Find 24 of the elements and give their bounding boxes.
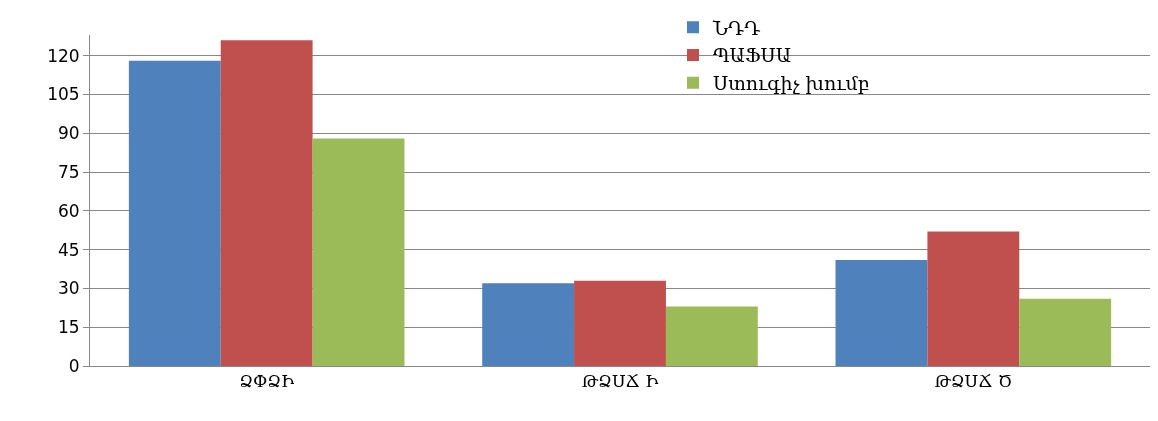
bar bbox=[482, 283, 575, 366]
legend-label: Ստուգիչ խումբ bbox=[713, 72, 870, 95]
y-tick-label: 15 bbox=[57, 317, 80, 338]
bar bbox=[128, 60, 221, 366]
legend-label: ՆԴԴ bbox=[712, 16, 762, 39]
bar bbox=[574, 280, 666, 366]
y-tick-label: 90 bbox=[57, 123, 80, 144]
bar bbox=[927, 231, 1020, 366]
y-tick-label: 120 bbox=[47, 45, 80, 66]
x-tick-label: ԹՁՍՃ Ի bbox=[581, 371, 659, 392]
bar bbox=[312, 138, 405, 366]
y-tick-label: 0 bbox=[68, 355, 80, 376]
legend-label: ՊԱՖՍԱ bbox=[713, 44, 792, 67]
bar bbox=[220, 40, 313, 366]
y-tick-label: 60 bbox=[57, 200, 80, 221]
x-tick-label: ՁՓՁԻ bbox=[239, 371, 295, 392]
y-tick-label: 30 bbox=[57, 278, 80, 299]
bar bbox=[1019, 298, 1112, 366]
y-tick-label: 105 bbox=[47, 84, 80, 105]
x-tick-label: ԹՁՍՃ Ծ bbox=[934, 371, 1013, 392]
y-tick-label: 75 bbox=[57, 162, 80, 182]
bar bbox=[665, 306, 758, 366]
bar bbox=[835, 259, 928, 366]
y-tick-label: 45 bbox=[57, 239, 80, 260]
